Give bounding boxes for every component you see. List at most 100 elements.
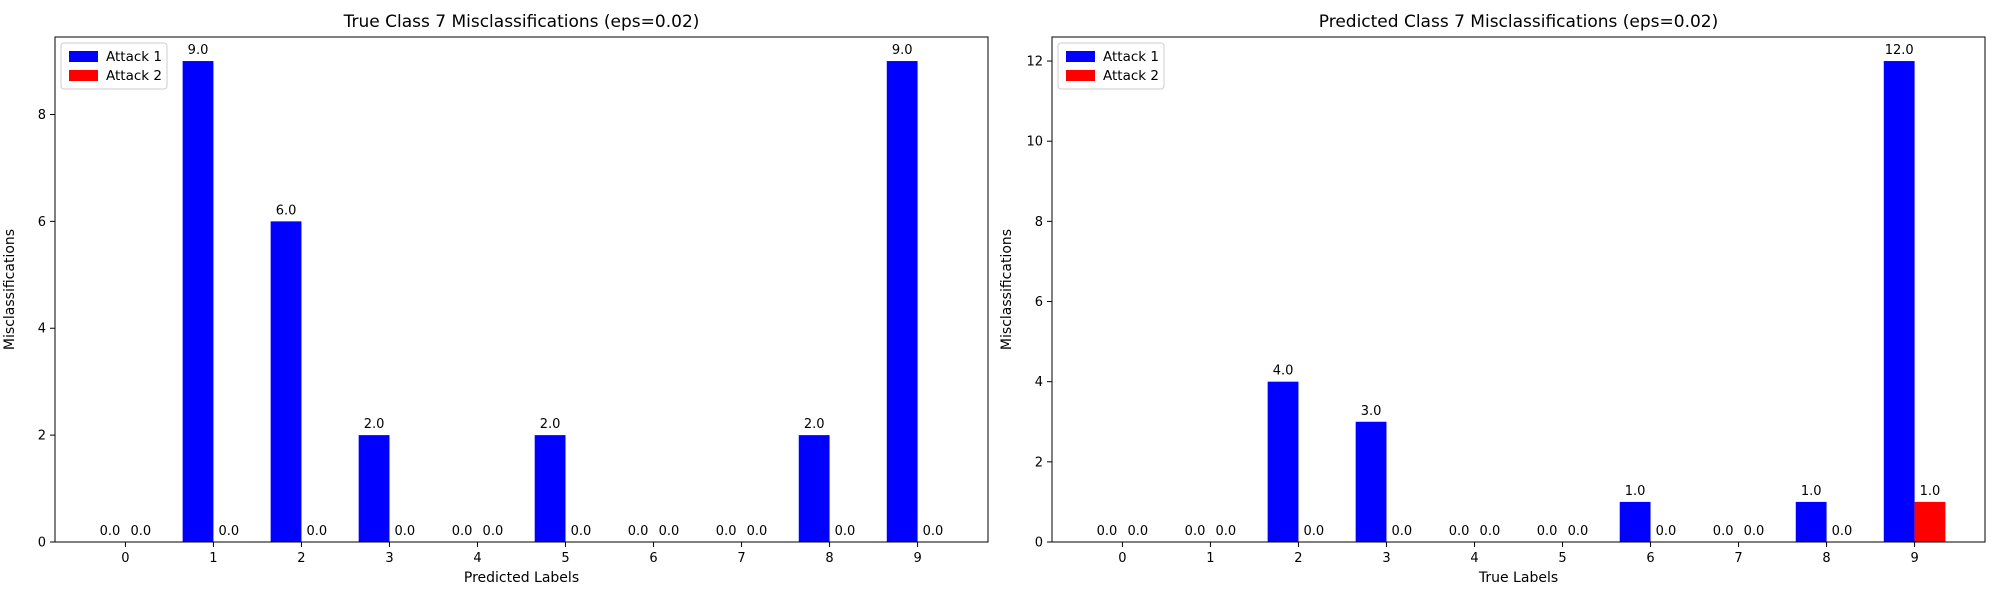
x-tick-label: 4: [473, 551, 481, 566]
bar-attack1-2: [1267, 381, 1299, 542]
bar-value-label: 0.0: [835, 524, 856, 539]
chart-panel-2: Predicted Class 7 Misclassifications (ep…: [999, 12, 1986, 586]
y-tick-label: 12: [1026, 55, 1043, 70]
bar-value-label: 0.0: [1744, 524, 1765, 539]
bar-attack1-3: [358, 435, 390, 542]
bar-value-label: 0.0: [130, 524, 151, 539]
x-axis-label: Predicted Labels: [464, 570, 579, 586]
bar-value-label: 1.0: [1920, 484, 1941, 499]
bar-value-label: 0.0: [307, 524, 328, 539]
x-tick-label: 7: [737, 551, 745, 566]
x-axis-label: True Labels: [1478, 570, 1558, 586]
bar-attack1-6: [1619, 501, 1651, 542]
x-tick-label: 5: [1558, 551, 1566, 566]
bar-value-label: 2.0: [364, 417, 385, 432]
bar-value-label: 0.0: [628, 524, 649, 539]
bar-value-label: 2.0: [804, 417, 825, 432]
bar-value-label: 1.0: [1801, 484, 1822, 499]
x-tick-label: 9: [913, 551, 921, 566]
bar-attack1-9: [886, 61, 918, 543]
bar-attack1-8: [1795, 501, 1827, 542]
legend-label: Attack 1: [1103, 49, 1159, 65]
plot-frame: [54, 36, 989, 543]
bar-value-label: 0.0: [1713, 524, 1734, 539]
bar-value-label: 1.0: [1625, 484, 1646, 499]
bar-value-label: 0.0: [1480, 524, 1501, 539]
plot-frame: [1051, 36, 1986, 543]
bar-value-label: 0.0: [452, 524, 473, 539]
x-tick-label: 0: [1118, 551, 1126, 566]
y-tick-label: 4: [1035, 375, 1043, 390]
y-axis-label: Misclassifications: [999, 229, 1015, 350]
chart-title: Predicted Class 7 Misclassifications (ep…: [1319, 12, 1719, 32]
y-tick-label: 10: [1026, 135, 1043, 150]
legend-label: Attack 2: [1103, 68, 1159, 84]
bar-value-label: 4.0: [1273, 364, 1294, 379]
y-tick-label: 0: [1035, 536, 1043, 551]
legend-swatch: [69, 70, 98, 81]
bar-value-label: 0.0: [100, 524, 121, 539]
bar-value-label: 0.0: [218, 524, 239, 539]
x-tick-label: 6: [1646, 551, 1654, 566]
bar-value-label: 0.0: [571, 524, 592, 539]
bar-attack1-2: [270, 221, 302, 542]
bar-value-label: 9.0: [892, 43, 913, 58]
y-tick-label: 6: [1035, 295, 1043, 310]
bar-value-label: 0.0: [1215, 524, 1236, 539]
y-axis-label: Misclassifications: [2, 229, 18, 350]
x-tick-label: 4: [1470, 551, 1478, 566]
bar-value-label: 0.0: [1832, 524, 1853, 539]
x-tick-label: 2: [1294, 551, 1302, 566]
bar-value-label: 0.0: [1537, 524, 1558, 539]
bar-value-label: 0.0: [716, 524, 737, 539]
legend-label: Attack 1: [106, 49, 162, 65]
y-tick-label: 6: [38, 215, 46, 230]
bar-value-label: 0.0: [923, 524, 944, 539]
bar-value-label: 0.0: [1392, 524, 1413, 539]
y-tick-label: 8: [38, 108, 46, 123]
x-tick-label: 1: [1206, 551, 1214, 566]
y-tick-label: 0: [38, 536, 46, 551]
x-tick-label: 7: [1734, 551, 1742, 566]
x-tick-label: 6: [649, 551, 657, 566]
bar-value-label: 0.0: [1568, 524, 1589, 539]
bar-value-label: 0.0: [659, 524, 680, 539]
bar-value-label: 0.0: [747, 524, 768, 539]
bar-value-label: 0.0: [1449, 524, 1470, 539]
x-tick-label: 3: [1382, 551, 1390, 566]
chart-panel-1: True Class 7 Misclassifications (eps=0.0…: [2, 12, 989, 586]
bar-attack1-3: [1355, 421, 1387, 542]
x-tick-label: 1: [209, 551, 217, 566]
bar-value-label: 0.0: [1127, 524, 1148, 539]
bar-value-label: 12.0: [1885, 43, 1914, 58]
bar-value-label: 0.0: [395, 524, 416, 539]
bar-attack1-5: [534, 435, 566, 542]
bar-value-label: 9.0: [188, 43, 209, 58]
legend: Attack 1 Attack 2: [1057, 42, 1165, 90]
bar-value-label: 0.0: [1097, 524, 1118, 539]
bar-value-label: 0.0: [483, 524, 504, 539]
x-tick-label: 8: [825, 551, 833, 566]
bar-attack1-8: [798, 435, 830, 542]
bar-value-label: 3.0: [1361, 404, 1382, 419]
chart-title: True Class 7 Misclassifications (eps=0.0…: [343, 12, 700, 32]
bar-value-label: 0.0: [1304, 524, 1325, 539]
x-tick-label: 2: [297, 551, 305, 566]
y-tick-label: 2: [38, 429, 46, 444]
bar-value-label: 2.0: [540, 417, 561, 432]
bar-attack1-1: [182, 61, 214, 543]
legend-swatch: [1066, 70, 1095, 81]
bar-attack1-9: [1883, 61, 1915, 543]
legend-swatch: [1066, 51, 1095, 62]
legend: Attack 1 Attack 2: [60, 42, 168, 90]
x-tick-label: 5: [561, 551, 569, 566]
bar-value-label: 0.0: [1656, 524, 1677, 539]
x-tick-label: 9: [1910, 551, 1918, 566]
legend-swatch: [69, 51, 98, 62]
x-tick-label: 8: [1822, 551, 1830, 566]
y-tick-label: 2: [1035, 455, 1043, 470]
bar-value-label: 6.0: [276, 203, 297, 218]
bar-attack2-9: [1914, 501, 1946, 542]
